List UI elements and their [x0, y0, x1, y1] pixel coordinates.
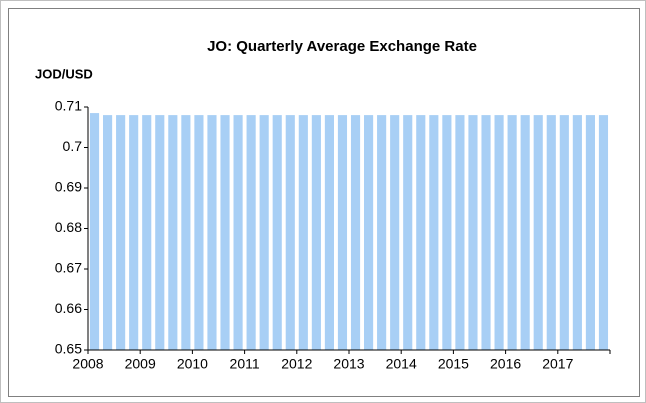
bar	[520, 115, 530, 350]
y-tick-label: 0.69	[55, 179, 82, 195]
bar	[533, 115, 543, 350]
bar	[129, 115, 139, 350]
y-tick-label: 0.68	[55, 219, 82, 235]
bar	[572, 115, 582, 350]
bar	[377, 115, 387, 350]
bar	[546, 115, 556, 350]
chart-title: JO: Quarterly Average Exchange Rate	[207, 38, 477, 55]
bar	[364, 115, 374, 350]
bar	[598, 115, 609, 350]
x-tick-label: 2008	[72, 356, 103, 372]
bar	[324, 115, 334, 350]
x-tick-label: 2011	[230, 356, 260, 372]
bar	[403, 115, 413, 350]
bar	[585, 115, 595, 350]
bar	[207, 115, 217, 350]
bar	[481, 115, 491, 350]
bar	[442, 115, 452, 350]
bar	[116, 115, 126, 350]
bar	[220, 115, 230, 350]
bar	[298, 115, 308, 350]
bar	[246, 115, 256, 350]
bar	[455, 115, 465, 350]
y-tick-label: 0.66	[55, 300, 82, 316]
bar	[259, 115, 269, 350]
bar	[155, 115, 165, 350]
bar	[272, 115, 282, 350]
x-tick-label: 2012	[281, 356, 312, 372]
bar	[285, 115, 295, 350]
bar	[233, 115, 243, 350]
bar	[181, 115, 191, 350]
x-tick-label: 2010	[177, 356, 208, 372]
bar	[559, 115, 569, 350]
bar	[168, 115, 178, 350]
x-tick-label: 2015	[438, 356, 469, 372]
x-tick-label: 2013	[333, 356, 364, 372]
bar	[142, 115, 152, 350]
x-tick-label: 2014	[386, 356, 417, 372]
bar	[103, 115, 113, 350]
bar	[194, 115, 204, 350]
bar	[507, 115, 517, 350]
bar	[350, 115, 361, 350]
y-tick-label: 0.67	[55, 260, 82, 276]
bar	[89, 113, 100, 350]
bar	[429, 115, 439, 350]
y-tick-label: 0.71	[55, 98, 82, 114]
bar	[337, 115, 348, 350]
bar	[416, 115, 426, 350]
bar	[468, 115, 478, 350]
y-tick-label: 0.7	[63, 138, 83, 154]
y-tick-label: 0.65	[55, 341, 82, 357]
x-tick-label: 2016	[490, 356, 521, 372]
y-axis-label: JOD/USD	[35, 66, 93, 81]
x-tick-label: 2017	[542, 356, 573, 372]
bar	[311, 115, 321, 350]
bar	[494, 115, 504, 350]
bar	[390, 115, 400, 350]
x-tick-label: 2009	[125, 356, 156, 372]
